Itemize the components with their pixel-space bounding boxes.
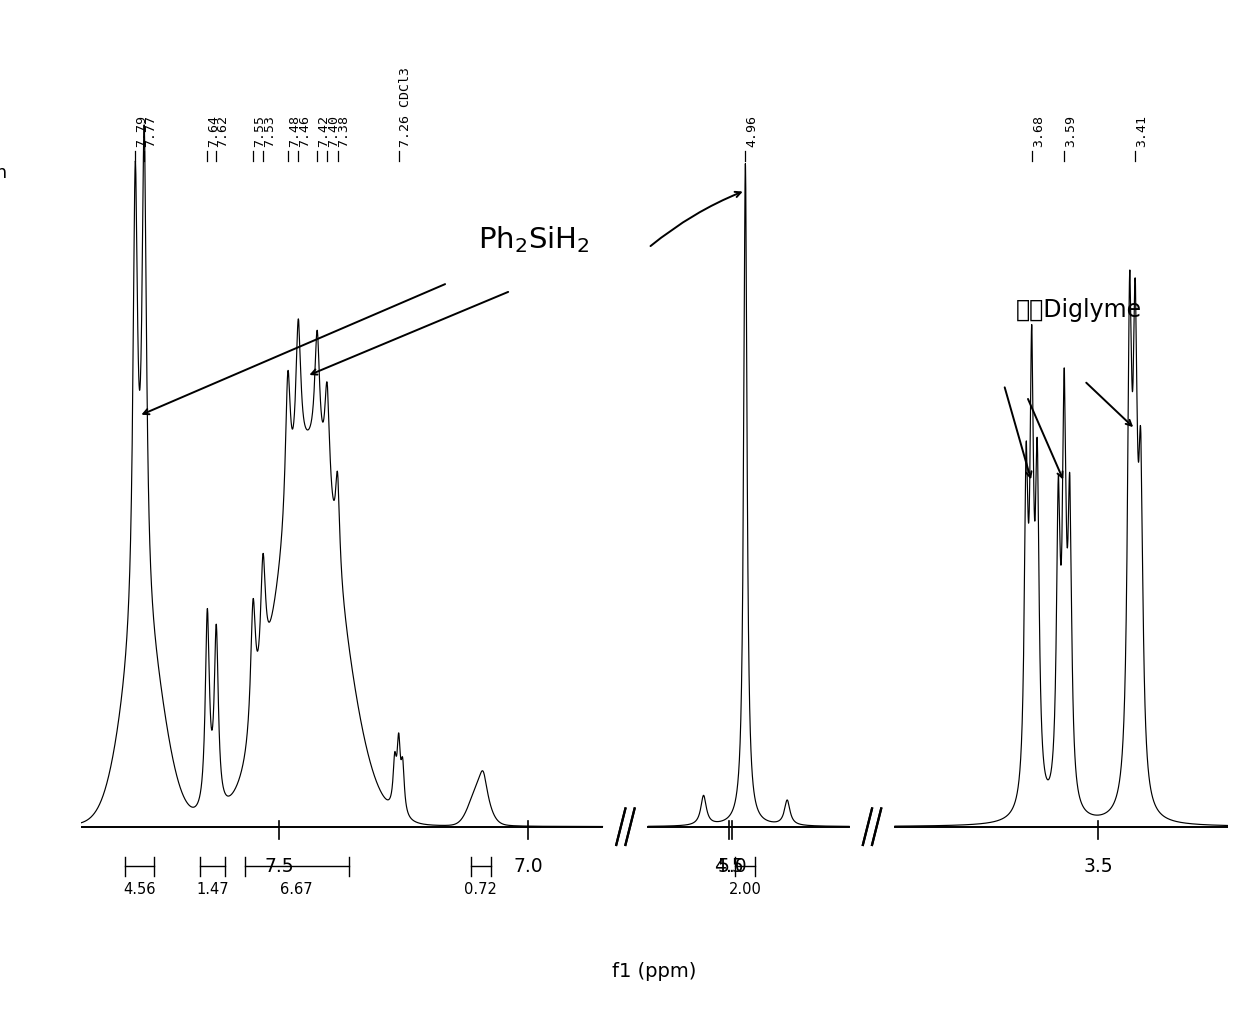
Text: f1 (ppm): f1 (ppm) (611, 962, 697, 981)
Text: 7.5: 7.5 (264, 857, 294, 876)
Text: 7.53: 7.53 (263, 115, 277, 147)
Text: 1.47: 1.47 (196, 882, 228, 897)
Text: 6.67: 6.67 (280, 882, 314, 897)
Text: Ph$_2$SiH$_2$: Ph$_2$SiH$_2$ (477, 225, 589, 255)
Text: 7.77: 7.77 (144, 115, 157, 147)
Text: 3.5: 3.5 (1084, 857, 1114, 876)
Text: 7.55: 7.55 (253, 115, 267, 147)
Text: 7.48: 7.48 (288, 115, 301, 147)
Text: 30h: 30h (0, 164, 7, 182)
Text: 7.62: 7.62 (216, 115, 229, 147)
Text: 7.42: 7.42 (317, 115, 330, 147)
Text: 5.0: 5.0 (717, 857, 746, 876)
Text: 3.68: 3.68 (1032, 115, 1045, 147)
Text: 7.38: 7.38 (337, 115, 351, 147)
Text: 3.59: 3.59 (1064, 115, 1078, 147)
Text: 7.26 CDCl3: 7.26 CDCl3 (399, 68, 412, 147)
Text: 0.72: 0.72 (464, 882, 497, 897)
Text: 7.0: 7.0 (513, 857, 543, 876)
Text: 4.96: 4.96 (745, 115, 759, 147)
Text: 4.5: 4.5 (714, 857, 744, 876)
Text: 4.56: 4.56 (124, 882, 156, 897)
Text: 7.79: 7.79 (135, 115, 149, 147)
Text: 溶剖Diglyme: 溶剖Diglyme (1016, 299, 1142, 323)
Text: 7.46: 7.46 (299, 115, 311, 147)
Text: 3.41: 3.41 (1135, 115, 1148, 147)
Text: 2.00: 2.00 (729, 882, 761, 897)
Text: 7.40: 7.40 (327, 115, 340, 147)
Text: 7.64: 7.64 (207, 115, 221, 147)
